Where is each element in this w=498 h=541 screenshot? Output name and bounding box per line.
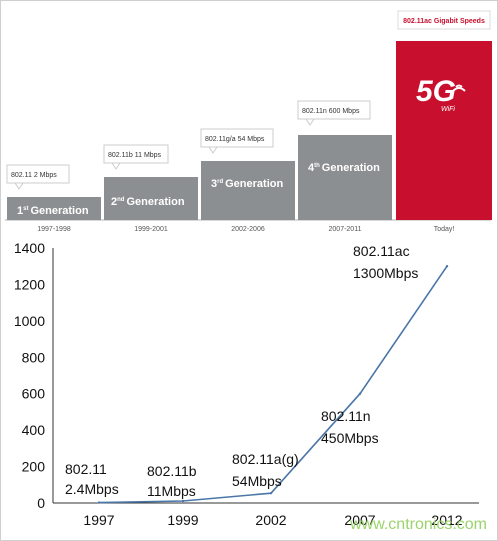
y-tick-label: 1000	[14, 313, 45, 329]
y-tick-labels: 0 200 400 600 800 1000 1200 1400	[14, 240, 45, 511]
generation-3-standard: 802.11g/a 54 Mbps	[205, 136, 265, 143]
generation-3-callout	[200, 128, 274, 148]
generation-2-label: 2nd Generation	[111, 196, 185, 208]
series-points	[97, 265, 449, 504]
generation-2-standard: 802.11b 11 Mbps	[108, 152, 162, 159]
x-tick-label: 2007	[344, 512, 375, 528]
wifi-signal-icon	[452, 84, 466, 92]
annotation-80211ac: 802.11ac	[353, 243, 410, 259]
data-point	[269, 491, 273, 495]
today-headline: 802.11ac Gigabit Speeds	[403, 18, 485, 25]
generation-4-callout	[297, 100, 371, 120]
y-tick-label: 1400	[14, 240, 45, 256]
data-point	[181, 499, 185, 503]
generation-3-years: 2002-2006	[231, 226, 265, 233]
watermark: www.cntronics.com	[349, 516, 487, 533]
y-tick-label: 800	[22, 349, 46, 365]
wifi-logo-text: WiFi	[441, 106, 455, 113]
throughput-line-chart: 0 200 400 600 800 1000 1200 1400 1997 1999 2002 20…	[14, 240, 487, 533]
generation-4-standard: 802.11n 600 Mbps	[302, 108, 360, 115]
generation-1-label: 1st Generation	[17, 205, 89, 217]
annotation-80211n-speed: 450Mbps	[321, 430, 379, 446]
annotation-80211b: 802.11b	[147, 463, 197, 479]
x-tick-label: 1999	[167, 512, 198, 528]
generation-4-label: 4th Generation	[308, 162, 380, 174]
annotation-80211-speed: 2.4Mbps	[65, 481, 119, 497]
generation-3-bar	[201, 161, 295, 220]
x-tick-labels: 1997 1999 2002 2007 2012	[83, 512, 462, 528]
generation-2-bar	[104, 177, 198, 220]
generation-1-callout	[6, 164, 70, 184]
y-tick-label: 200	[22, 459, 46, 475]
generation-1-callout-pointer	[14, 182, 24, 190]
x-tick-label: 2012	[431, 512, 462, 528]
generation-4-callout-pointer	[305, 118, 315, 126]
today-years: Today!	[434, 226, 455, 233]
annotation-80211ag-speed: 54Mbps	[232, 473, 282, 489]
generation-2-callout-pointer	[111, 162, 121, 170]
chart-axes	[52, 248, 479, 504]
five-g-logo: 5G	[416, 75, 456, 108]
data-point	[97, 501, 101, 504]
y-tick-label: 0	[37, 495, 45, 511]
generation-1-years: 1997-1998	[37, 226, 71, 233]
annotation-80211ac-speed: 1300Mbps	[353, 265, 418, 281]
generation-1-bar	[7, 197, 101, 220]
generation-1-standard: 802.11 2 Mbps	[11, 172, 57, 179]
y-tick-label: 600	[22, 386, 46, 402]
generations-panel: 1st Generation 802.11 2 Mbps 1997-1998 2n…	[1, 1, 497, 236]
generation-3-callout-pointer	[208, 146, 218, 154]
annotation-80211n: 802.11n	[321, 408, 371, 424]
annotation-80211b-speed: 11Mbps	[147, 483, 196, 499]
data-point	[358, 392, 362, 395]
generation-3-label: 3rd Generation	[211, 178, 283, 190]
annotation-80211ag: 802.11a(g)	[232, 451, 299, 467]
y-tick-label: 400	[22, 422, 46, 438]
data-point	[445, 265, 449, 268]
generation-2-years: 1999-2001	[134, 226, 168, 233]
y-tick-label: 1200	[14, 276, 45, 292]
x-tick-label: 1997	[83, 512, 114, 528]
today-callout	[397, 10, 491, 30]
today-5g-bar	[396, 41, 492, 220]
generation-4-years: 2007-2011	[329, 226, 362, 233]
generation-2-callout	[103, 144, 169, 164]
x-tick-label: 2002	[255, 512, 286, 528]
generation-4-bar	[298, 135, 392, 220]
annotation-80211: 802.11	[65, 461, 107, 477]
